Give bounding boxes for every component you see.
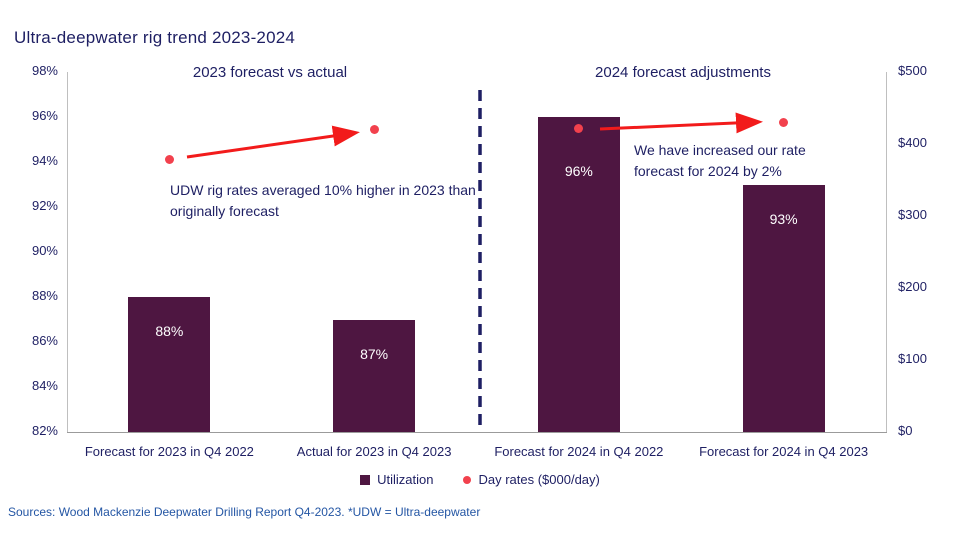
category-label: Forecast for 2024 in Q4 2022 — [494, 444, 664, 459]
section-header-2024: 2024 forecast adjustments — [595, 64, 771, 81]
bottom-axis-line — [67, 432, 887, 433]
annotation-2023-rates: UDW rig rates averaged 10% higher in 202… — [170, 182, 476, 219]
legend-label: Day rates ($000/day) — [478, 472, 600, 487]
legend: Utilization Day rates ($000/day) — [0, 472, 960, 487]
section-header-2023: 2023 forecast vs actual — [192, 64, 348, 81]
utilization-bar: 96% — [537, 117, 620, 432]
legend-label: Utilization — [377, 472, 434, 487]
bar-value-label: 88% — [155, 323, 184, 339]
left-axis-tick: 98% — [31, 63, 58, 78]
left-axis-tick: 82% — [31, 423, 58, 438]
trend-arrow-2024 — [599, 112, 763, 134]
chart-title: Ultra-deepwater rig trend 2023-2024 — [14, 28, 296, 47]
left-axis-tick: 88% — [31, 288, 58, 303]
left-axis-tick: 90% — [31, 243, 58, 258]
right-axis-tick: $100 — [898, 351, 927, 366]
right-axis-tick: $0 — [898, 423, 913, 438]
legend-item-utilization: Utilization — [360, 472, 433, 487]
category-label: Actual for 2023 in Q4 2023 — [296, 444, 452, 459]
left-axis-line — [67, 72, 68, 432]
right-axis-tick: $300 — [898, 207, 927, 222]
right-axis-tick: $500 — [898, 63, 927, 78]
utilization-bar: 93% — [742, 184, 825, 432]
source-note: Sources: Wood Mackenzie Deepwater Drilli… — [8, 505, 481, 519]
trend-arrow-2023 — [186, 125, 360, 159]
left-axis-tick: 84% — [31, 378, 58, 393]
right-axis-tick: $400 — [898, 135, 927, 150]
day-rate-point — [164, 155, 174, 165]
left-axis-tick: 96% — [31, 108, 58, 123]
category-label: Forecast for 2023 in Q4 2022 — [84, 444, 254, 459]
annotation-2024-rates: We have increased our rate forecast for … — [634, 142, 806, 179]
bar-value-label: 87% — [360, 345, 389, 362]
dot-icon — [463, 475, 472, 484]
left-axis-tick: 94% — [31, 153, 58, 168]
utilization-bar: 87% — [333, 319, 416, 432]
bar-value-label: 96% — [564, 163, 593, 179]
day-rate-point — [779, 117, 789, 127]
left-axis-tick: 92% — [31, 198, 58, 213]
category-label: Forecast for 2024 in Q4 2023 — [699, 444, 869, 459]
left-axis-tick: 86% — [31, 333, 58, 348]
day-rate-point — [574, 123, 584, 133]
right-axis-tick: $200 — [898, 279, 927, 294]
square-icon — [360, 474, 371, 485]
day-rate-point — [369, 125, 379, 135]
utilization-bar: 88% — [128, 297, 211, 432]
bar-value-label: 93% — [769, 210, 798, 227]
legend-item-day-rates: Day rates ($000/day) — [463, 472, 600, 487]
right-axis-line — [886, 72, 887, 432]
